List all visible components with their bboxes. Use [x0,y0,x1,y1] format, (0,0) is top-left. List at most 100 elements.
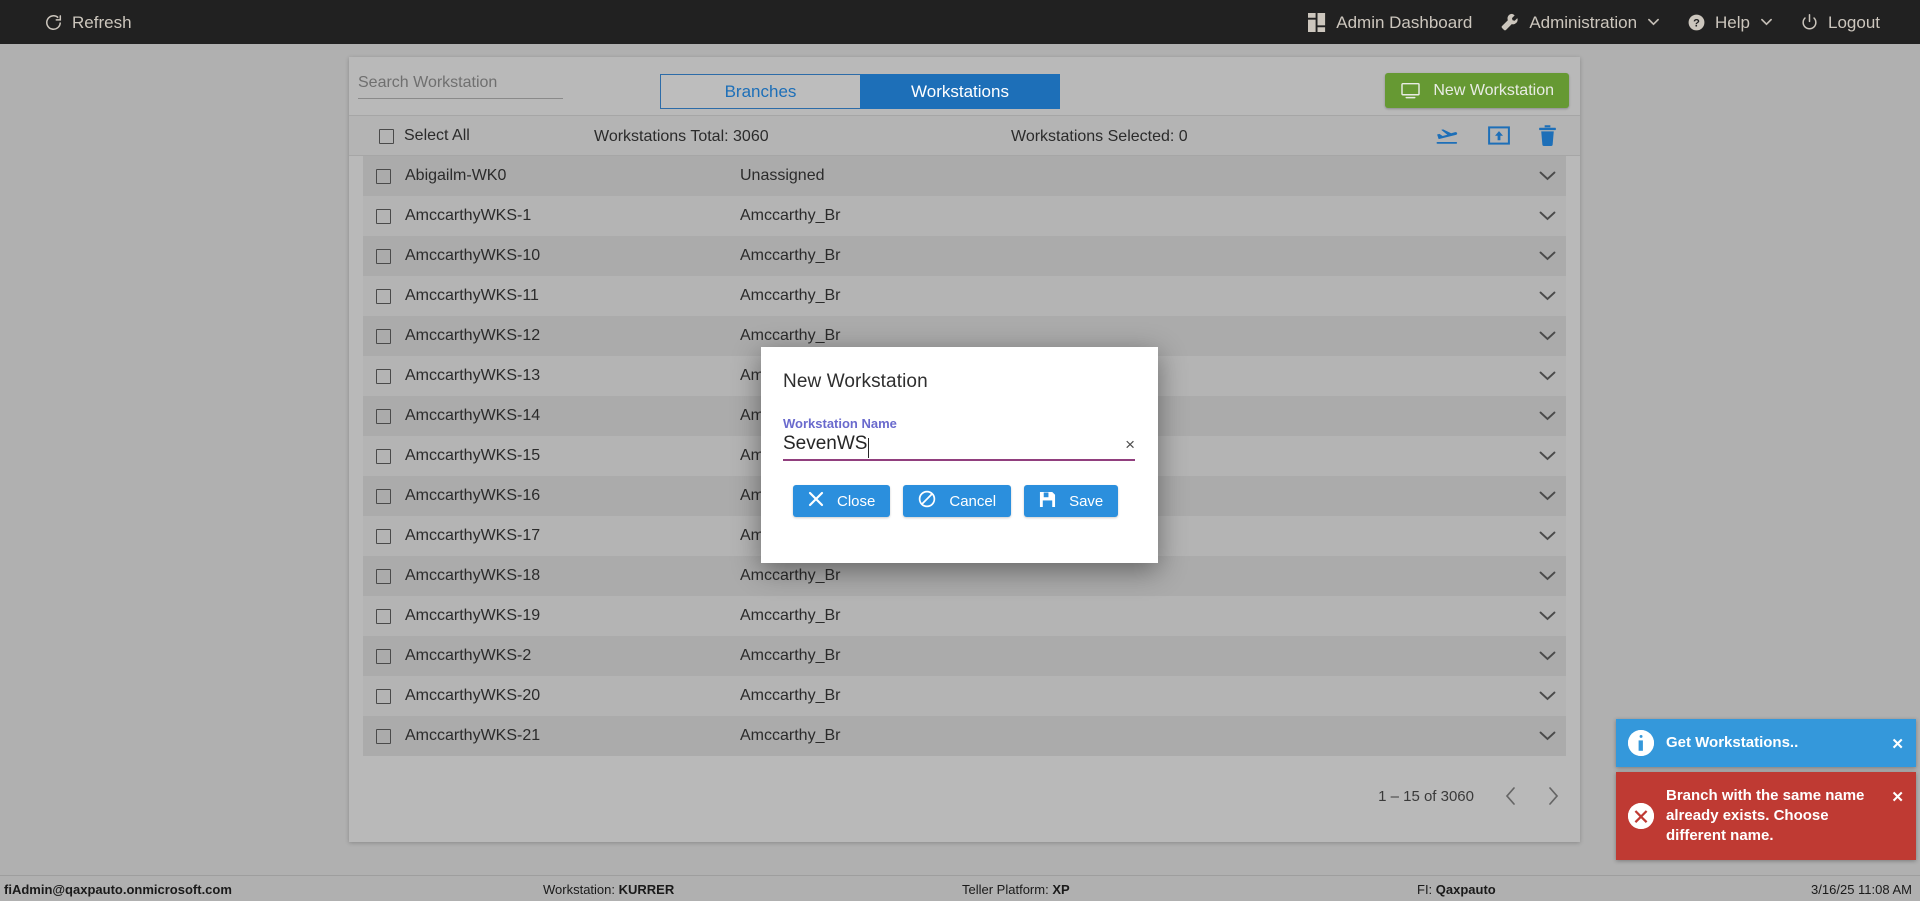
select-all-checkbox[interactable] [379,128,394,144]
nav-label-help: Help [1715,12,1750,32]
expand-row-chevron-icon[interactable] [1539,691,1556,702]
pagination: 1 – 15 of 3060 [1378,786,1560,806]
block-circle-icon [918,490,936,512]
trash-icon[interactable] [1538,124,1557,147]
new-workstation-button[interactable]: New Workstation [1385,73,1569,108]
table-row[interactable]: AmccarthyWKS-10 Amccarthy_Br [363,236,1566,276]
table-row[interactable]: AmccarthyWKS-21 Amccarthy_Br [363,716,1566,756]
cancel-button-label: Cancel [949,492,997,510]
airplane-landing-icon[interactable] [1435,125,1460,147]
row-checkbox[interactable] [376,528,391,544]
table-row[interactable]: AmccarthyWKS-19 Amccarthy_Br [363,596,1566,636]
tab-branches[interactable]: Branches [660,74,860,109]
table-row[interactable]: AmccarthyWKS-20 Amccarthy_Br [363,676,1566,716]
monitor-icon [1400,82,1421,99]
toast-info[interactable]: Get Workstations.. ✕ [1616,719,1916,767]
row-workstation-name: AmccarthyWKS-20 [405,687,541,704]
status-workstation: Workstation: KURRER [543,882,674,897]
new-workstation-dialog: New Workstation Workstation Name SevenWS… [761,347,1158,563]
table-row[interactable]: Abigailm-WK0 Unassigned [363,156,1566,196]
row-checkbox[interactable] [376,408,391,424]
pagination-prev-button[interactable] [1504,786,1517,806]
toast-error-message: Branch with the same name already exists… [1666,786,1865,845]
table-row[interactable]: AmccarthyWKS-2 Amccarthy_Br [363,636,1566,676]
expand-row-chevron-icon[interactable] [1539,531,1556,542]
table-row[interactable]: AmccarthyWKS-1 Amccarthy_Br [363,196,1566,236]
expand-row-chevron-icon[interactable] [1539,211,1556,222]
workstation-name-label: Workstation Name [783,416,897,431]
workstation-name-field[interactable]: SevenWS × [783,433,1135,461]
nav-label-logout: Logout [1828,12,1880,32]
upload-box-icon[interactable] [1488,125,1510,146]
expand-row-chevron-icon[interactable] [1539,171,1556,182]
clear-input-icon[interactable]: × [1125,435,1135,454]
error-circle-icon [1628,803,1654,829]
refresh-button[interactable]: Refresh [30,0,146,44]
row-checkbox[interactable] [376,608,391,624]
row-branch-name: Amccarthy_Br [740,727,841,744]
expand-row-chevron-icon[interactable] [1539,291,1556,302]
workstations-total-count: Workstations Total: 3060 [594,128,769,145]
select-all-control[interactable]: Select All [379,127,470,145]
row-checkbox[interactable] [376,488,391,504]
save-button[interactable]: Save [1024,485,1119,517]
row-workstation-name: AmccarthyWKS-15 [405,447,541,464]
nav-item-administration[interactable]: Administration [1486,0,1673,44]
nav-item-help[interactable]: ? Help [1673,0,1786,44]
row-branch-name: Amccarthy_Br [740,647,841,664]
power-icon [1800,13,1819,32]
bulk-actions-group [1435,124,1557,147]
search-input[interactable] [358,74,563,99]
row-branch-name: Amccarthy_Br [740,287,841,304]
row-checkbox[interactable] [376,568,391,584]
search-field-wrapper [358,74,563,99]
expand-row-chevron-icon[interactable] [1539,331,1556,342]
row-checkbox[interactable] [376,368,391,384]
refresh-icon [44,13,63,32]
cancel-button[interactable]: Cancel [903,485,1012,517]
nav-item-logout[interactable]: Logout [1786,0,1894,44]
row-workstation-name: AmccarthyWKS-11 [405,287,539,304]
expand-row-chevron-icon[interactable] [1539,731,1556,742]
close-button[interactable]: Close [793,485,891,517]
expand-row-chevron-icon[interactable] [1539,491,1556,502]
dialog-title: New Workstation [783,371,928,392]
expand-row-chevron-icon[interactable] [1539,411,1556,422]
wrench-icon [1500,12,1520,32]
dashboard-grid-icon [1308,12,1327,32]
row-branch-name: Amccarthy_Br [740,327,841,344]
toast-error[interactable]: Branch with the same name already exists… [1616,772,1916,860]
status-bar: fiAdmin@qaxpauto.onmicrosoft.com Worksta… [0,875,1920,901]
workstations-selected-count: Workstations Selected: 0 [1011,128,1188,145]
row-checkbox[interactable] [376,728,391,744]
row-checkbox[interactable] [376,168,391,184]
row-checkbox[interactable] [376,288,391,304]
expand-row-chevron-icon[interactable] [1539,611,1556,622]
expand-row-chevron-icon[interactable] [1539,451,1556,462]
nav-item-admin-dashboard[interactable]: Admin Dashboard [1294,0,1486,44]
toast-container: Get Workstations.. ✕ Branch with the sam… [1616,719,1916,865]
expand-row-chevron-icon[interactable] [1539,571,1556,582]
toast-info-message: Get Workstations.. [1666,733,1799,751]
expand-row-chevron-icon[interactable] [1539,371,1556,382]
expand-row-chevron-icon[interactable] [1539,251,1556,262]
row-workstation-name: AmccarthyWKS-19 [405,607,541,624]
toast-error-close-icon[interactable]: ✕ [1891,789,1904,806]
panel-toolbar: Branches Workstations New Workstation [349,57,1580,115]
topnav-right-group: Admin Dashboard Administration ? Help [1294,0,1894,44]
expand-row-chevron-icon[interactable] [1539,651,1556,662]
row-workstation-name: AmccarthyWKS-10 [405,247,541,264]
row-checkbox[interactable] [376,448,391,464]
workstations-list: Abigailm-WK0 Unassigned AmccarthyWKS-1 Amcc… [349,156,1580,756]
table-row[interactable]: AmccarthyWKS-11 Amccarthy_Br [363,276,1566,316]
tab-workstations-label: Workstations [911,81,1009,101]
row-checkbox[interactable] [376,208,391,224]
row-checkbox[interactable] [376,648,391,664]
status-teller-value: XP [1052,882,1070,897]
row-checkbox[interactable] [376,688,391,704]
pagination-next-button[interactable] [1547,786,1560,806]
row-checkbox[interactable] [376,248,391,264]
toast-info-close-icon[interactable]: ✕ [1891,736,1904,753]
row-checkbox[interactable] [376,328,391,344]
tab-workstations[interactable]: Workstations [860,74,1060,109]
